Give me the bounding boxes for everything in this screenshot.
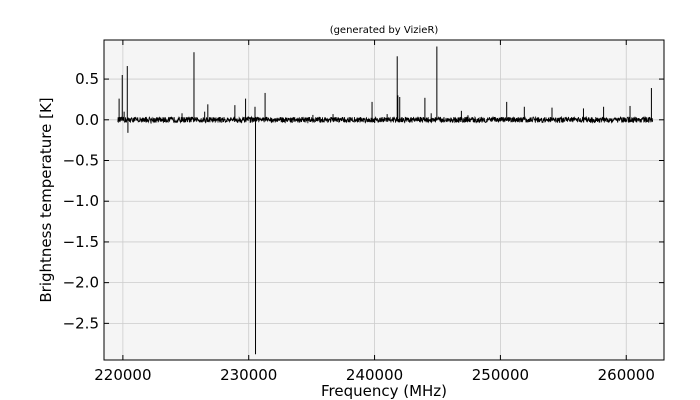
y-axis-title: Brightness temperature [K] bbox=[37, 97, 55, 302]
x-tick-label: 240000 bbox=[346, 366, 403, 384]
x-tick-label: 220000 bbox=[94, 366, 151, 384]
plot-area bbox=[104, 40, 664, 360]
y-tick-label: −1.0 bbox=[63, 192, 99, 210]
data-series bbox=[117, 46, 654, 355]
x-tick-label: 260000 bbox=[598, 366, 655, 384]
y-axis-tick-labels: 0.5 0.0 −0.5 −1.0 −1.5 −2.0 −2.5 bbox=[63, 70, 99, 332]
x-tick-label: 250000 bbox=[472, 366, 529, 384]
x-axis-title: Frequency (MHz) bbox=[321, 382, 447, 400]
y-tick-label: −1.5 bbox=[63, 233, 99, 251]
y-tick-label: 0.0 bbox=[75, 111, 99, 129]
y-tick-label: −2.0 bbox=[63, 274, 99, 292]
y-tick-label: 0.5 bbox=[75, 70, 99, 88]
spectrum-baseline bbox=[117, 115, 256, 124]
plot-frame bbox=[103, 39, 665, 361]
chart-title: (generated by VizieR) bbox=[330, 25, 439, 36]
y-tick-label: −0.5 bbox=[63, 152, 99, 170]
grid-lines bbox=[104, 40, 664, 360]
x-tick-label: 230000 bbox=[220, 366, 277, 384]
y-tick-label: −2.5 bbox=[63, 314, 99, 332]
spectrum-baseline bbox=[254, 115, 654, 124]
axis-ticks bbox=[104, 40, 664, 360]
x-axis-tick-labels: 220000 230000 240000 250000 260000 bbox=[94, 366, 655, 384]
